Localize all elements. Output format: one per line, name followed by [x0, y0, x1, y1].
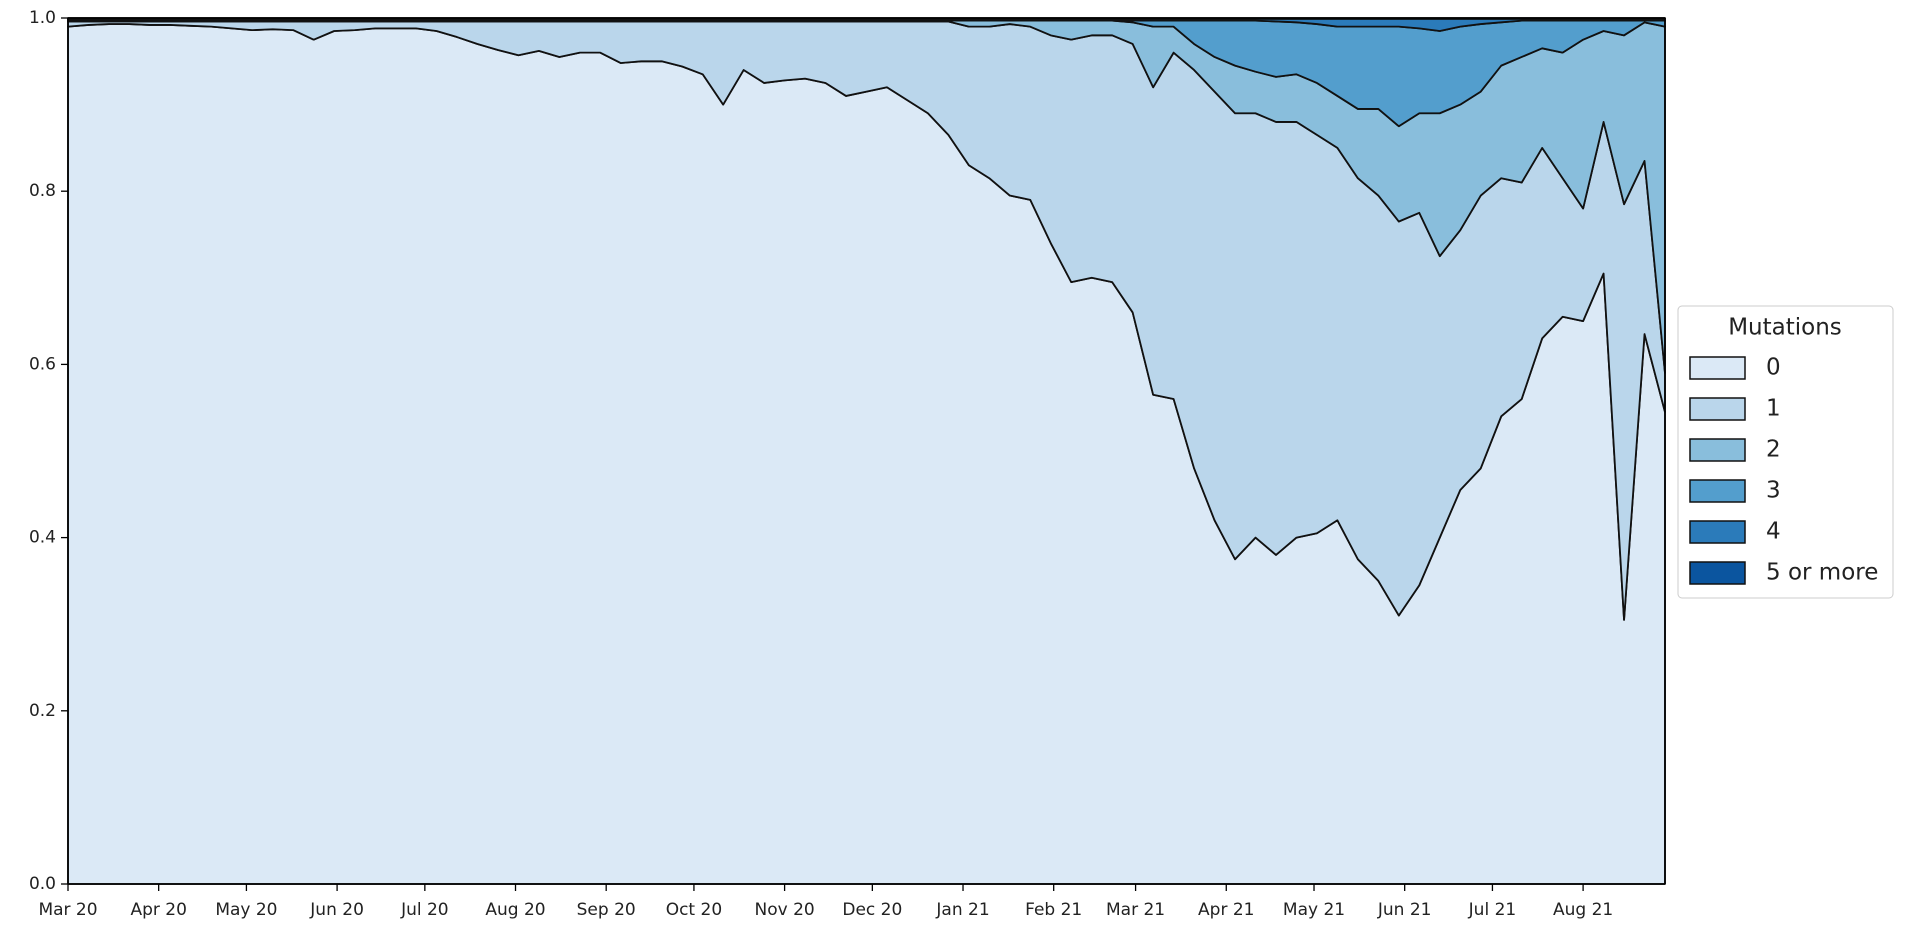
x-tick-label: Jan 21: [935, 900, 989, 920]
legend-swatch: [1689, 520, 1746, 544]
x-tick-label: May 21: [1283, 900, 1345, 920]
y-tick-label: 0.8: [29, 181, 56, 201]
x-tick-label: Jun 20: [309, 900, 364, 920]
x-tick-label: Sep 20: [577, 900, 636, 920]
y-tick-label: 0.2: [29, 701, 56, 721]
y-tick-label: 1.0: [29, 8, 56, 28]
x-tick-label: Jun 21: [1377, 900, 1432, 920]
legend-label: 2: [1766, 437, 1781, 463]
x-tick-label: Mar 21: [1106, 900, 1165, 920]
y-tick-label: 0.4: [29, 528, 56, 548]
legend-label: 3: [1766, 478, 1781, 504]
legend-swatch: [1689, 479, 1746, 503]
x-tick-label: Apr 20: [130, 900, 186, 920]
x-tick-label: Jul 20: [400, 900, 449, 920]
x-tick-label: Oct 20: [666, 900, 722, 920]
x-tick-label: Nov 20: [754, 900, 814, 920]
y-tick-label: 0.6: [29, 354, 56, 374]
legend-label: 0: [1766, 355, 1781, 381]
legend-label: 4: [1766, 519, 1781, 545]
legend-swatch: [1689, 356, 1746, 380]
legend-swatch: [1689, 561, 1746, 585]
legend-title: Mutations: [1728, 315, 1842, 341]
x-tick-label: Mar 20: [38, 900, 97, 920]
legend-label: 5 or more: [1766, 560, 1878, 586]
legend-swatch: [1689, 397, 1746, 421]
x-tick-label: Jul 21: [1468, 900, 1517, 920]
x-tick-label: Dec 20: [842, 900, 902, 920]
x-tick-label: Aug 21: [1553, 900, 1613, 920]
x-tick-label: Apr 21: [1198, 900, 1254, 920]
plot-area: [67, 17, 1666, 885]
x-tick-label: Aug 20: [485, 900, 545, 920]
x-tick-label: May 20: [215, 900, 277, 920]
legend-swatch: [1689, 438, 1746, 462]
legend-label: 1: [1766, 396, 1781, 422]
y-tick-label: 0.0: [29, 874, 56, 894]
x-tick-label: Feb 21: [1025, 900, 1082, 920]
